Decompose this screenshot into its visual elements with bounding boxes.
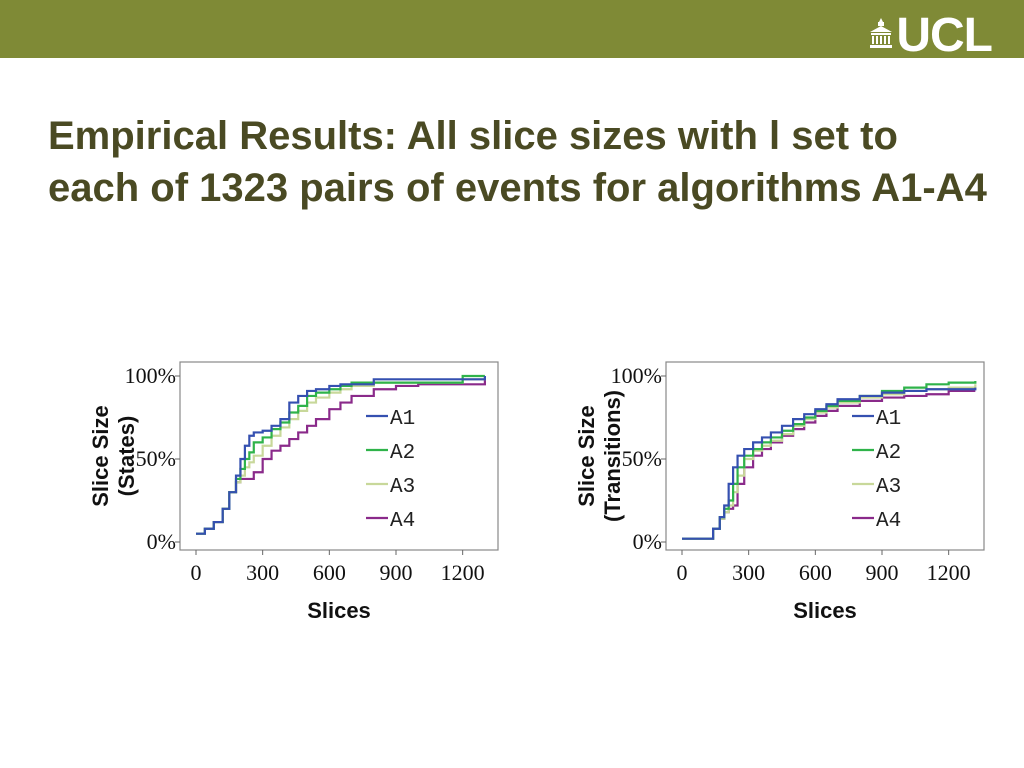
x-tick-label: 300	[246, 560, 279, 585]
x-tick-label: 1200	[927, 560, 971, 585]
legend-label-a1: A1	[390, 408, 415, 431]
x-tick-label: 0	[677, 560, 688, 585]
x-tick-label: 900	[866, 560, 899, 585]
legend-label-a3: A3	[876, 476, 901, 499]
x-tick-label: 0	[191, 560, 202, 585]
legend-label-a2: A2	[876, 442, 901, 465]
ucl-logo: UCL	[870, 9, 993, 62]
legend-label-a4: A4	[390, 510, 415, 533]
y-axis-title-line: Slice Size	[574, 405, 599, 507]
y-tick-label: 50%	[136, 446, 176, 471]
chart-states: 0% 50% 100% 0 300 600 900 1200 Slices Slice Size(…	[50, 340, 510, 630]
y-axis-title: Slice Size(Transitions)	[574, 390, 625, 522]
x-tick-label: 300	[732, 560, 765, 585]
y-tick-label: 100%	[611, 363, 662, 388]
chart-states-svg: 0% 50% 100% 0 300 600 900 1200 Slices Slice Size(…	[88, 361, 499, 623]
y-axis-title-line: Slice Size	[88, 405, 113, 507]
slide-title: Empirical Results: All slice sizes with …	[48, 114, 987, 210]
series-line-a2	[682, 380, 977, 540]
logo-text: UCL	[896, 9, 993, 62]
x-tick-label: 1200	[441, 560, 485, 585]
y-axis-title: Slice Size(States)	[88, 405, 139, 507]
x-tick-label: 600	[313, 560, 346, 585]
y-tick-label: 100%	[125, 363, 176, 388]
series-line-a1	[196, 376, 486, 535]
header-bar: UCL	[0, 0, 1024, 62]
y-tick-label: 0%	[147, 529, 176, 554]
chart-transitions-svg: 0% 50% 100% 0 300 600 900 1200 Slices Slice Size(…	[574, 361, 985, 623]
legend-label-a2: A2	[390, 442, 415, 465]
chart-transitions: 0% 50% 100% 0 300 600 900 1200 Slices Slice Size(…	[536, 340, 996, 630]
legend-label-a1: A1	[876, 408, 901, 431]
y-axis-title-line: (Transitions)	[600, 390, 625, 522]
legend-label-a4: A4	[876, 510, 901, 533]
x-tick-label: 900	[380, 560, 413, 585]
y-tick-label: 0%	[633, 529, 662, 554]
x-tick-label: 600	[799, 560, 832, 585]
y-axis-title-line: (States)	[114, 416, 139, 497]
x-axis-title: Slices	[307, 598, 371, 623]
legend-label-a3: A3	[390, 476, 415, 499]
portico-icon	[870, 18, 893, 48]
series-line-a1	[682, 387, 977, 540]
x-axis-title: Slices	[793, 598, 857, 623]
y-tick-label: 50%	[622, 446, 662, 471]
